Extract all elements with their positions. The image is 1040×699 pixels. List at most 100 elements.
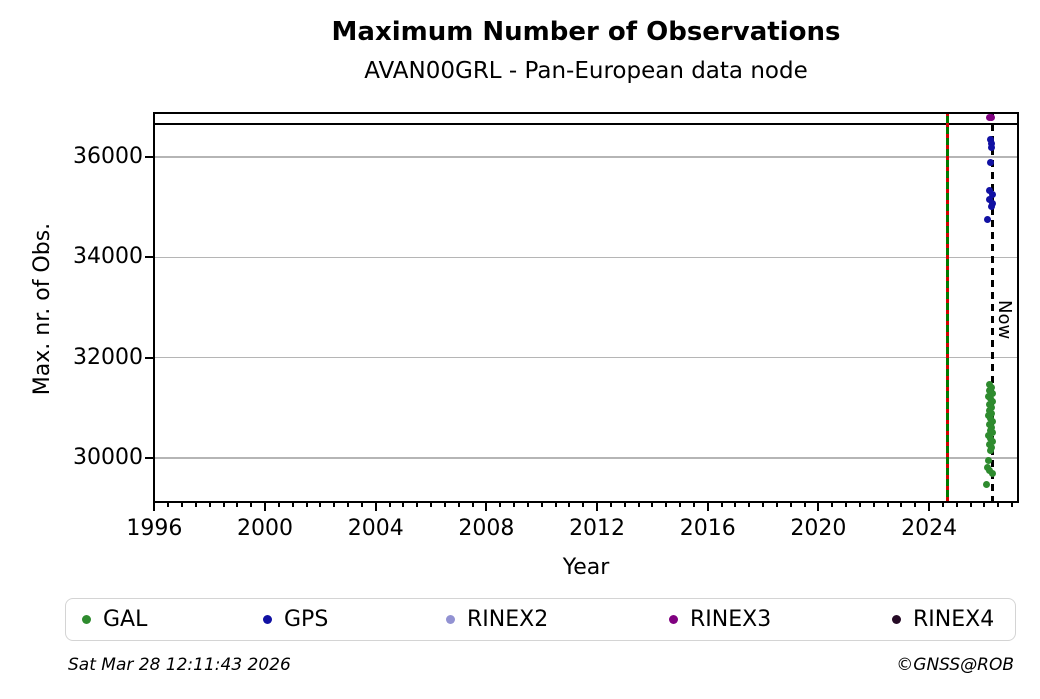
gridline (153, 256, 1019, 259)
data-point-gps (984, 216, 992, 224)
x-axis-minor-tick (775, 503, 778, 507)
x-axis-minor-tick (969, 503, 972, 507)
data-point-gal (983, 481, 991, 489)
data-point-gps (987, 135, 994, 143)
footer-credit: ©GNSS@ROB (896, 655, 1014, 675)
x-tick-label: 2020 (790, 516, 847, 541)
x-axis-minor-tick (858, 503, 861, 507)
x-axis-major-tick (706, 503, 709, 511)
legend-label: GAL (103, 606, 148, 632)
x-axis-minor-tick (1011, 503, 1014, 507)
x-axis-minor-tick (679, 503, 682, 507)
data-point-gal (988, 429, 996, 437)
data-point-gal (988, 409, 996, 417)
x-axis-minor-tick (416, 503, 419, 507)
x-tick-label: 2004 (347, 516, 404, 541)
x-axis-minor-tick (983, 503, 986, 507)
gps-marker-icon (263, 614, 272, 624)
gridline (153, 156, 1019, 158)
x-axis-minor-tick (803, 503, 806, 507)
x-axis-minor-tick (886, 503, 889, 507)
x-axis-minor-tick (526, 503, 529, 507)
x-tick-label: 2016 (679, 516, 736, 541)
x-axis-minor-tick (208, 503, 211, 507)
max-observations-line (153, 122, 1019, 126)
legend-item-rinex2: RINEX2 (446, 599, 548, 639)
x-axis-minor-tick (651, 503, 654, 507)
gridline (153, 457, 1019, 459)
legend-label: GPS (284, 606, 329, 632)
x-axis-minor-tick (388, 503, 391, 507)
footer-timestamp: Sat Mar 28 12:11:43 2026 (68, 655, 291, 675)
x-axis-minor-tick (513, 503, 516, 507)
data-point-gal (988, 469, 996, 477)
x-axis-minor-tick (762, 503, 765, 507)
plot-area: Now (145, 112, 1019, 511)
data-point-gps (986, 195, 994, 203)
x-axis-minor-tick (291, 503, 294, 507)
x-axis-minor-tick (277, 503, 280, 507)
x-tick-label: 1996 (126, 516, 183, 541)
x-axis-minor-tick (734, 503, 737, 507)
x-axis-minor-tick (540, 503, 543, 507)
x-axis-minor-tick (748, 503, 751, 507)
x-axis-minor-tick (900, 503, 903, 507)
x-axis-minor-tick (831, 503, 834, 507)
x-axis-minor-tick (250, 503, 253, 507)
gridline (153, 356, 1019, 359)
legend-item-gal: GAL (82, 599, 147, 639)
legend-label: RINEX2 (467, 606, 549, 632)
data-point-gps (987, 144, 995, 152)
x-axis-major-tick (596, 503, 599, 511)
x-axis-minor-tick (194, 503, 197, 507)
x-axis-minor-tick (941, 503, 944, 507)
y-axis-tick (145, 356, 153, 359)
x-axis-minor-tick (665, 503, 668, 507)
data-point-gps (985, 186, 993, 194)
now-line-label: Now (994, 300, 1015, 340)
data-point-gal (984, 457, 992, 465)
y-axis-tick (145, 156, 153, 159)
x-axis-major-tick (374, 503, 377, 511)
x-axis-minor-tick (167, 503, 170, 507)
x-axis-major-tick (485, 503, 488, 511)
x-axis-minor-tick (430, 503, 433, 507)
rinex3-marker-icon (669, 614, 678, 624)
campaign-start-line (946, 112, 950, 503)
x-axis-minor-tick (568, 503, 571, 507)
x-axis-minor-tick (305, 503, 308, 507)
y-tick-label: 34000 (73, 244, 143, 270)
data-point-gps (987, 203, 995, 211)
x-axis-minor-tick (402, 503, 405, 507)
y-tick-label: 36000 (73, 144, 143, 170)
chart-title: Maximum Number of Observations (331, 17, 841, 47)
x-axis-minor-tick (347, 503, 350, 507)
x-axis-minor-tick (623, 503, 626, 507)
x-axis-minor-tick (692, 503, 695, 507)
x-axis-minor-tick (997, 503, 1000, 507)
gal-marker-icon (82, 614, 91, 624)
legend-label: RINEX3 (690, 606, 772, 632)
data-point-gps (988, 191, 996, 199)
legend-item-gps: GPS (263, 599, 328, 639)
x-axis-minor-tick (872, 503, 875, 507)
x-axis-minor-tick (471, 503, 474, 507)
x-axis-minor-tick (236, 503, 239, 507)
x-axis-minor-tick (222, 503, 225, 507)
x-tick-label: 2024 (901, 516, 958, 541)
x-axis-minor-tick (333, 503, 336, 507)
x-axis-minor-tick (914, 503, 917, 507)
x-axis-minor-tick (789, 503, 792, 507)
legend-label: RINEX4 (913, 606, 995, 632)
data-point-gps (988, 140, 996, 148)
x-axis-minor-tick (609, 503, 612, 507)
x-axis-major-tick (153, 503, 156, 511)
x-axis-label: Year (562, 555, 610, 580)
y-tick-label: 32000 (73, 344, 143, 370)
x-axis-minor-tick (457, 503, 460, 507)
chart-subtitle: AVAN00GRL - Pan-European data node (364, 58, 808, 84)
legend-item-rinex4: RINEX4 (892, 599, 994, 639)
data-point-gal (989, 437, 997, 445)
x-axis-major-tick (817, 503, 820, 511)
